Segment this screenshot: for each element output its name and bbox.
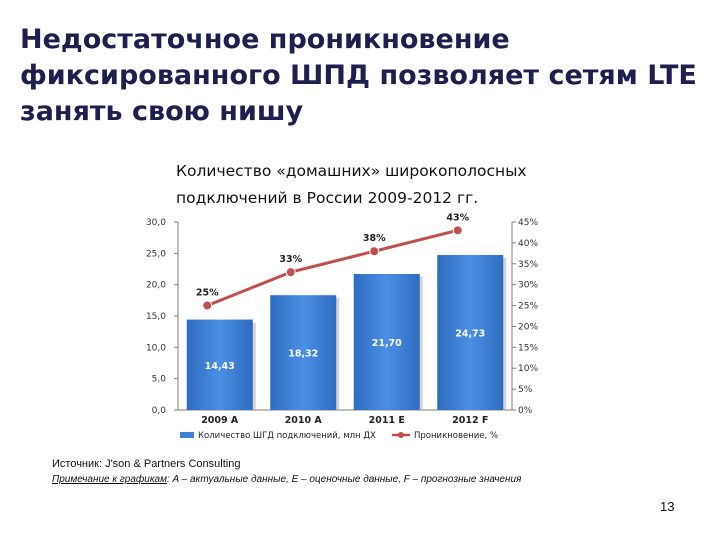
bar [270, 295, 337, 410]
bar-value-label: 21,70 [372, 338, 402, 349]
source-text: Источник: J'son & Partners Consulting [52, 458, 241, 470]
left-tick-label: 0,0 [152, 406, 167, 416]
slide-title: Недостаточное проникновение фиксированно… [20, 22, 710, 130]
x-tick-label: 2010 A [285, 415, 323, 426]
left-tick-label: 5,0 [152, 375, 167, 385]
left-tick-label: 25,0 [146, 249, 166, 259]
chart-title: Количество «домашних» широкополосных под… [176, 158, 596, 212]
page-number: 13 [660, 499, 675, 514]
penetration-point [285, 267, 296, 278]
x-tick-label: 2012 F [452, 415, 488, 426]
penetration-point [202, 300, 213, 311]
penetration-line [206, 228, 459, 307]
slide-title-line-2: фиксированного ШПД позволяет сетям LTE [20, 60, 697, 91]
bar [437, 255, 504, 410]
x-tick-label: 2009 A [201, 415, 239, 426]
right-tick-label: 25% [518, 302, 538, 312]
left-tick-label: 20,0 [146, 281, 166, 291]
chart-title-line-2: подключений в России 2009‑2012 гг. [176, 189, 479, 207]
chart-note: Примечание к графикам: A – актуальные да… [52, 474, 521, 485]
chart-title-line-1: Количество «домашних» широкополосных [176, 162, 527, 180]
right-tick-label: 45% [518, 218, 538, 228]
slide-title-line-3: занять свою нишу [20, 96, 304, 127]
bar [186, 319, 253, 410]
right-tick-label: 40% [518, 239, 538, 249]
legend-bar-swatch [180, 432, 194, 438]
penetration-point [369, 246, 380, 257]
left-tick-label: 30,0 [146, 218, 166, 228]
right-tick-label: 0% [518, 406, 533, 416]
right-tick-label: 15% [518, 343, 538, 353]
penetration-point [452, 225, 463, 236]
bar [353, 274, 420, 410]
x-tick-label: 2011 E [369, 415, 405, 426]
right-tick-label: 10% [518, 364, 538, 374]
note-text: : A – актуальные данные, E – оценочные д… [166, 474, 522, 485]
penetration-value-label: 25% [196, 288, 219, 299]
legend-line-label: Проникновение, % [414, 431, 498, 441]
left-tick-label: 15,0 [146, 312, 166, 322]
penetration-value-label: 38% [363, 233, 386, 244]
legend-line-marker [398, 432, 404, 438]
note-label: Примечание к графикам [52, 474, 167, 485]
right-tick-label: 5% [518, 385, 533, 395]
bar-value-label: 18,32 [288, 349, 318, 360]
right-tick-label: 20% [518, 322, 538, 332]
right-tick-label: 35% [518, 260, 538, 270]
penetration-value-label: 33% [279, 254, 302, 265]
bar-value-label: 24,73 [455, 329, 485, 340]
bar-value-label: 14,43 [205, 361, 235, 372]
legend-bar-label: Количество ШГД подключений, млн ДХ [198, 431, 376, 441]
left-tick-label: 10,0 [146, 343, 166, 353]
penetration-value-label: 43% [446, 212, 469, 223]
right-tick-label: 30% [518, 281, 538, 291]
slide-title-line-1: Недостаточное проникновение [20, 24, 510, 55]
